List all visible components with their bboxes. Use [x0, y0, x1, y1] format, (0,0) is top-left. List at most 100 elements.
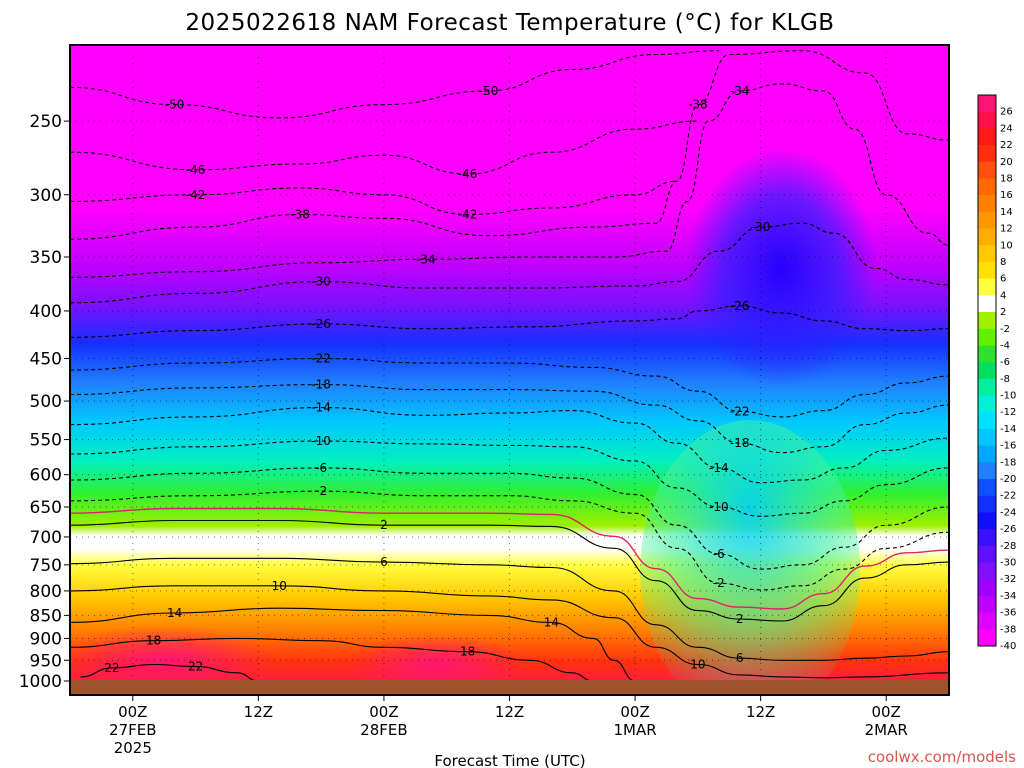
colorbar-label: -2: [1000, 324, 1010, 335]
colorbar-swatch: [978, 479, 996, 497]
time-tick-label: 12Z: [495, 703, 524, 721]
colorbar-label: -12: [1000, 407, 1016, 418]
isotherm-minus34: [70, 83, 949, 278]
isotherm-label: 14: [167, 606, 182, 620]
isotherm-label: -14: [311, 401, 331, 415]
isotherm-minus6: [70, 467, 949, 570]
colorbar-label: -34: [1000, 591, 1016, 602]
colorbar-label: 16: [1000, 190, 1013, 201]
colorbar-swatch: [978, 178, 996, 196]
time-tick-sublabel: 27FEB: [109, 721, 156, 739]
colorbar-swatch: [978, 278, 996, 296]
pressure-tick-label: 300: [30, 186, 62, 206]
time-tick-label: 12Z: [746, 703, 775, 721]
pressure-tick-label: 550: [30, 431, 62, 451]
isotherm-label: 18: [146, 634, 161, 648]
isotherm-label: -38: [290, 208, 310, 222]
colorbar-label: 20: [1000, 157, 1013, 168]
colorbar-label: -18: [1000, 457, 1016, 468]
colorbar-swatch: [978, 562, 996, 580]
colorbar-label: -32: [1000, 574, 1016, 585]
isotherm-label: -30: [311, 275, 331, 289]
pressure-tick-label: 350: [30, 248, 62, 268]
isotherm-label: -50: [165, 98, 185, 112]
warm-pool-region: [346, 634, 527, 695]
isotherm-label: 2: [736, 612, 744, 626]
colorbar-swatch: [978, 328, 996, 346]
isotherm-label: 10: [690, 658, 705, 672]
isotherm-minus38: [70, 50, 949, 240]
isotherm-label: 22: [104, 661, 119, 675]
time-tick-label: 00Z: [620, 703, 649, 721]
colorbar-label: -22: [1000, 491, 1016, 502]
colorbar-swatch: [978, 462, 996, 480]
isotherm-label: -26: [311, 317, 331, 331]
colorbar-swatch: [978, 512, 996, 530]
pressure-tick-label: 400: [30, 302, 62, 322]
colorbar-label: 14: [1000, 207, 1013, 218]
isotherm-label: 6: [736, 651, 744, 665]
colorbar-label: 8: [1000, 257, 1006, 268]
isotherm-minus22: [70, 357, 949, 418]
colorbar-swatch: [978, 612, 996, 630]
isotherm-label: -22: [311, 352, 331, 366]
colorbar-swatch: [978, 95, 996, 113]
colorbar-label: 10: [1000, 240, 1013, 251]
colorbar-swatch: [978, 412, 996, 430]
isotherm-label: -42: [458, 208, 478, 222]
pressure-tick-label: 750: [30, 556, 62, 576]
colorbar-swatch: [978, 312, 996, 330]
isotherm-label: -18: [730, 436, 750, 450]
pressure-tick-label: 700: [30, 528, 62, 548]
isotherm-minus26: [70, 305, 949, 338]
isotherm-minus42: [70, 180, 677, 216]
time-tick-sublabel: 2025: [114, 739, 152, 757]
colorbar-swatch: [978, 261, 996, 280]
colorbar-swatch: [978, 345, 996, 363]
time-tick-label: 00Z: [118, 703, 147, 721]
colorbar-swatch: [978, 495, 996, 513]
pressure-tick-label: 850: [30, 606, 62, 626]
time-tick-label: 00Z: [872, 703, 901, 721]
pressure-tick-label: 900: [30, 629, 62, 649]
colorbar-label: 24: [1000, 123, 1013, 134]
isotherm-minus50: [70, 50, 719, 119]
colorbar-swatch: [978, 629, 996, 647]
isotherm-labels: -50-50-46 -46-42-42-38-38-34-34-30-30-26-…: [104, 84, 770, 675]
isotherm-contours: [70, 50, 949, 682]
colorbar-label: -30: [1000, 558, 1016, 569]
pressure-tick-label: 800: [30, 582, 62, 602]
isotherm-label: -50: [479, 84, 499, 98]
isotherm-label: -2: [315, 484, 327, 498]
colorbar: 26 24 22 20 18 16 14 12 10 8 6 4 2 -2 -4 -6 -8 -10 -12 -14 -…: [977, 94, 1016, 652]
colorbar-swatch: [978, 295, 996, 313]
pressure-tick-label: 950: [30, 651, 62, 671]
colorbar-label: -4: [1000, 340, 1010, 351]
pressure-tick-label: 250: [30, 112, 62, 132]
isotherm-label: 10: [272, 579, 287, 593]
colorbar-label: -38: [1000, 624, 1016, 635]
colorbar-label: -6: [1000, 357, 1010, 368]
field-overlays: [70, 148, 877, 695]
isotherm-2: [70, 519, 949, 622]
isotherm-22: [80, 663, 259, 682]
isotherm-label: -30: [751, 220, 771, 234]
colorbar-label: -40: [1000, 641, 1016, 652]
colorbar-swatch: [978, 111, 996, 129]
colorbar-swatch: [978, 428, 996, 447]
colorbar-swatch: [978, 245, 996, 263]
isotherm-minus30: [70, 222, 949, 304]
colorbar-swatch: [978, 395, 996, 413]
isotherm-minus10: [70, 440, 949, 517]
colorbar-label: -10: [1000, 391, 1016, 402]
colorbar-swatch: [978, 145, 996, 163]
isotherm-label: -34: [416, 252, 436, 266]
colorbar-label: 2: [1000, 307, 1006, 318]
colorbar-label: 18: [1000, 173, 1013, 184]
credit-link[interactable]: coolwx.com/models: [868, 748, 1016, 766]
colorbar-label: -26: [1000, 524, 1016, 535]
chart-title: 2025022618 NAM Forecast Temperature (°C)…: [185, 10, 834, 36]
colorbar-swatch: [978, 128, 996, 146]
